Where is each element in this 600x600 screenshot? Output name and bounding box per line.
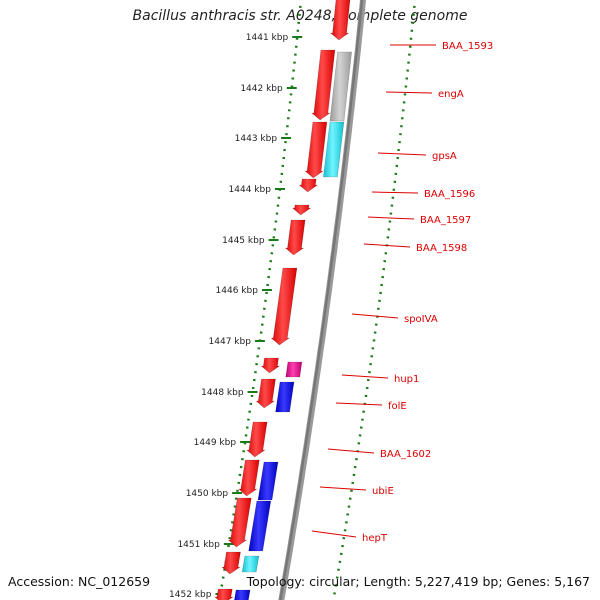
gene-feature	[255, 378, 276, 409]
gene-leader-line	[327, 448, 375, 454]
gene-leader-line	[335, 402, 383, 406]
gene-feature	[298, 178, 319, 193]
gene-label: hepT	[362, 533, 388, 544]
gene-label: spoIVA	[404, 314, 438, 325]
gene-feature	[221, 551, 241, 575]
scale-label: 1452 kbp	[169, 590, 212, 600]
gene-feature	[248, 500, 272, 552]
gene-feature	[329, 0, 351, 41]
outer-dotted-guide	[218, 0, 303, 600]
gene-feature	[304, 121, 328, 179]
gene-feature	[284, 219, 306, 256]
gene-label: BAA_1598	[416, 243, 467, 254]
gene-leader-line	[319, 486, 367, 491]
gene-leader-line	[371, 191, 419, 194]
gene-leader-line	[377, 152, 427, 156]
gene-leader-line	[385, 91, 433, 94]
gene-feature	[234, 589, 251, 600]
gene-feature	[246, 421, 268, 458]
scale-label: 1442 kbp	[240, 84, 283, 94]
scale-label: 1446 kbp	[216, 286, 259, 296]
gene-feature	[260, 357, 281, 374]
scale-label: 1450 kbp	[186, 489, 229, 499]
gene-feature	[311, 49, 336, 121]
scale-label: 1449 kbp	[194, 438, 237, 448]
gene-leader-line	[311, 530, 357, 538]
gene-label: hup1	[394, 374, 419, 385]
gene-feature	[291, 204, 312, 216]
scale-label: 1443 kbp	[235, 134, 278, 144]
gene-feature	[238, 459, 260, 497]
gene-label: BAA_1593	[442, 41, 493, 52]
gene-label: BAA_1597	[420, 215, 471, 226]
gene-feature	[285, 361, 303, 378]
genome-summary: Topology: circular; Length: 5,227,419 bp…	[246, 574, 590, 589]
gene-leader-line	[341, 374, 389, 379]
gene-label: BAA_1596	[424, 189, 475, 200]
gene-label: folE	[388, 401, 407, 412]
gene-feature	[227, 497, 252, 548]
gene-label: BAA_1602	[380, 449, 431, 460]
gene-label: gpsA	[432, 151, 457, 162]
scale-label: 1444 kbp	[229, 185, 272, 195]
gene-feature	[323, 121, 345, 178]
gene-feature	[329, 51, 352, 122]
scale-label: 1441 kbp	[246, 33, 289, 43]
gene-label: ubiE	[372, 486, 394, 497]
inner-dotted-guide	[332, 0, 417, 600]
gene-feature	[275, 381, 295, 413]
gene-leader-line	[363, 243, 411, 248]
scale-label: 1451 kbp	[177, 540, 220, 550]
gene-leader-line	[367, 216, 415, 220]
backbone-core	[279, 0, 364, 600]
gene-label: engA	[438, 89, 464, 100]
gene-feature	[270, 267, 298, 346]
gene-feature	[257, 461, 279, 501]
scale-label: 1445 kbp	[222, 236, 265, 246]
gene-feature	[214, 588, 234, 600]
gene-leader-line	[351, 313, 399, 319]
scale-label: 1447 kbp	[209, 337, 252, 347]
scale-label: 1448 kbp	[201, 388, 244, 398]
gene-feature	[241, 555, 260, 573]
map-title: Bacillus anthracis str. A0248, complete …	[132, 8, 468, 24]
accession-label: Accession: NC_012659	[8, 574, 151, 589]
